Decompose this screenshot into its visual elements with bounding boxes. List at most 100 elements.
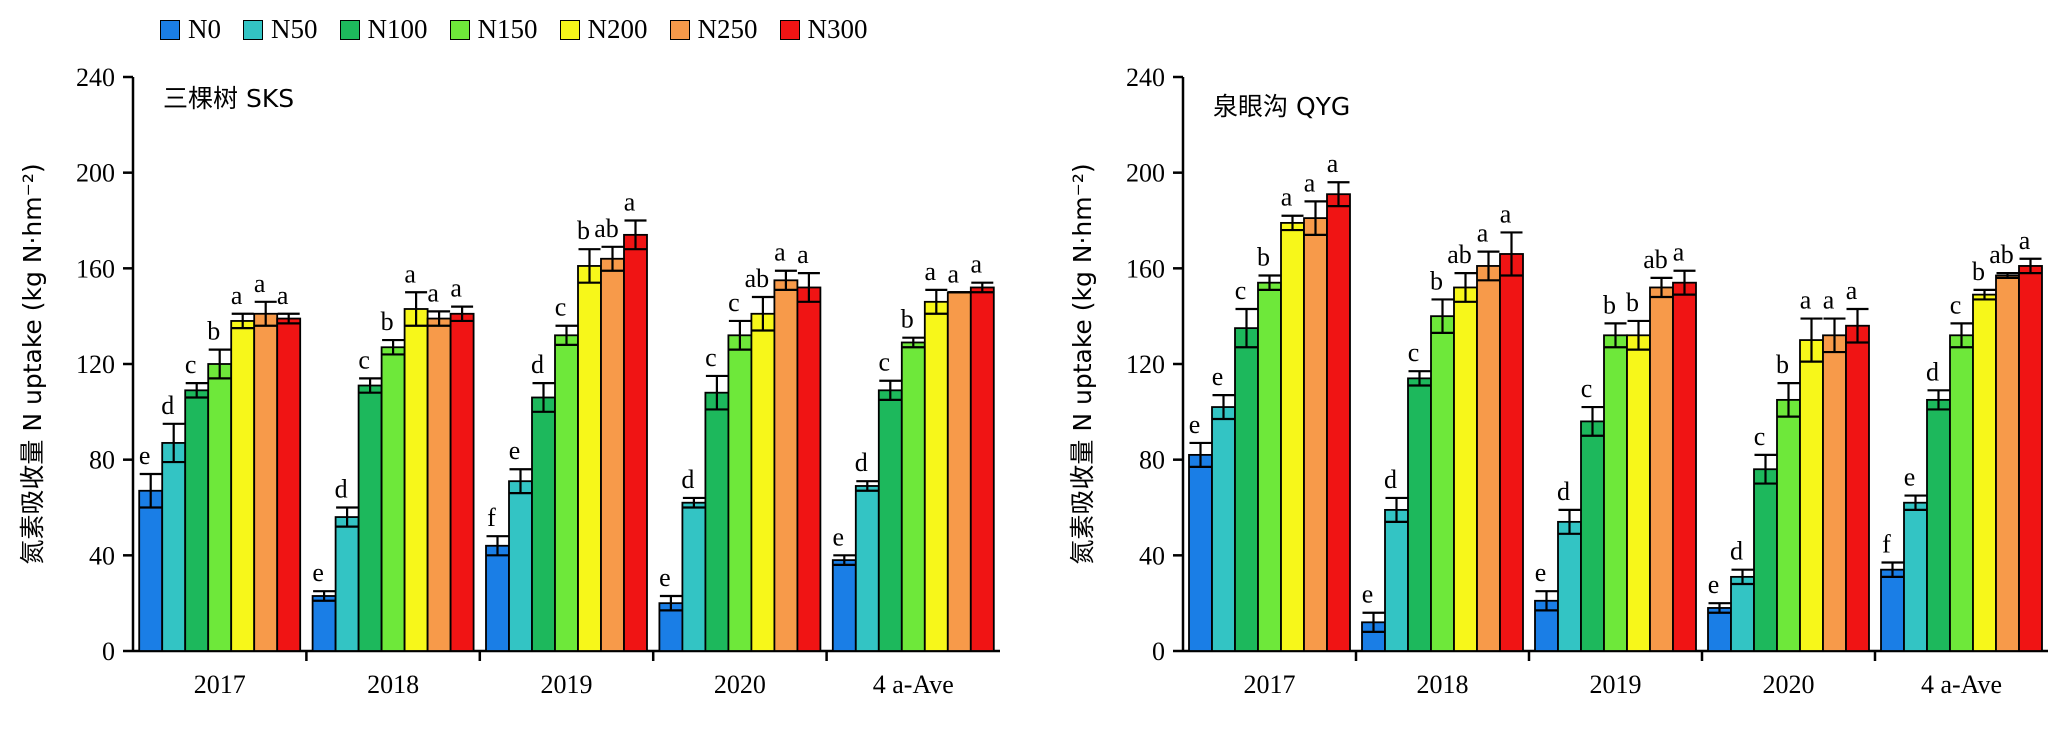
significance-label: b bbox=[1776, 350, 1789, 379]
significance-label: d bbox=[855, 448, 868, 477]
legend-label: N0 bbox=[188, 14, 221, 44]
bar-n150 bbox=[554, 334, 579, 652]
bar-n50 bbox=[1384, 508, 1409, 652]
significance-label: d bbox=[1926, 357, 1939, 386]
legend-label: N250 bbox=[697, 14, 758, 44]
bar-n300 bbox=[1499, 253, 1524, 652]
significance-label: d bbox=[335, 475, 348, 504]
legend-swatch bbox=[559, 19, 580, 40]
bar-n250 bbox=[1649, 286, 1674, 652]
y-tick-label: 80 bbox=[1139, 446, 1165, 475]
significance-label: a bbox=[948, 259, 960, 288]
x-tick-label: 2018 bbox=[1417, 670, 1469, 699]
bar-n200 bbox=[1453, 286, 1478, 652]
significance-label: e bbox=[1535, 558, 1547, 587]
bar-n200 bbox=[1972, 293, 1997, 652]
significance-label: c bbox=[1754, 422, 1766, 451]
y-tick-label: 80 bbox=[89, 446, 115, 475]
bar-n300 bbox=[2018, 265, 2043, 652]
legend-swatch bbox=[243, 19, 263, 40]
significance-label: ab bbox=[594, 214, 619, 243]
y-axis-title: 氮素吸收量 N uptake (kg N·hm⁻²) bbox=[18, 163, 47, 564]
significance-label: a bbox=[774, 238, 786, 267]
significance-label: a bbox=[1327, 149, 1339, 178]
x-tick-label: 4 a-Ave bbox=[873, 670, 954, 699]
bar-n0 bbox=[1707, 607, 1732, 652]
significance-label: a bbox=[231, 281, 243, 310]
significance-label: e bbox=[659, 563, 671, 592]
bar-n200 bbox=[1626, 334, 1651, 652]
significance-label: a bbox=[450, 274, 462, 303]
bar-n0 bbox=[485, 544, 510, 652]
significance-label: a bbox=[971, 250, 983, 279]
bar-n200 bbox=[403, 308, 429, 652]
bar-n50 bbox=[1903, 501, 1928, 652]
legend-label: N50 bbox=[271, 14, 318, 44]
significance-label: a bbox=[1823, 286, 1835, 315]
bar-n100 bbox=[1753, 468, 1778, 652]
panel-title: 三棵树 SKS bbox=[163, 84, 294, 113]
bar-n100 bbox=[1234, 327, 1259, 652]
bar-n50 bbox=[1211, 406, 1236, 652]
bar-n200 bbox=[750, 312, 776, 652]
bar-n300 bbox=[1845, 324, 1870, 652]
bar-n250 bbox=[1995, 274, 2020, 652]
significance-label: a bbox=[1304, 168, 1316, 197]
significance-label: a bbox=[1800, 286, 1812, 315]
bar-n250 bbox=[600, 257, 625, 652]
y-tick-label: 0 bbox=[1152, 637, 1165, 666]
bar-n250 bbox=[253, 312, 279, 652]
bar-n100 bbox=[1926, 398, 1951, 652]
bar-n200 bbox=[1280, 221, 1305, 652]
significance-label: c bbox=[879, 348, 891, 377]
legend-label: N150 bbox=[477, 14, 538, 44]
x-tick-label: 2018 bbox=[367, 670, 419, 699]
chart-panel-qyg: 0 40 80 120 160 200 240 氮素吸收量 N uptake (kg N·hm… bbox=[1068, 63, 2048, 699]
bar-n100 bbox=[877, 389, 903, 652]
legend-item-n300: N300 bbox=[779, 14, 868, 45]
bar-n0 bbox=[311, 595, 337, 652]
bar-n50 bbox=[681, 501, 707, 652]
significance-label: a bbox=[1281, 183, 1293, 212]
bar-n200 bbox=[577, 265, 602, 652]
bar-n50 bbox=[1730, 575, 1755, 652]
bar-n0 bbox=[138, 489, 164, 652]
bar-n0 bbox=[1880, 568, 1905, 652]
significance-label: a bbox=[1673, 238, 1685, 267]
significance-label: b bbox=[207, 317, 220, 346]
x-tick-label: 2017 bbox=[194, 670, 246, 699]
significance-label: a bbox=[404, 259, 416, 288]
significance-label: f bbox=[487, 503, 496, 532]
bar-n150 bbox=[727, 334, 753, 652]
significance-label: b bbox=[577, 216, 590, 245]
legend-item-n50: N50 bbox=[243, 14, 318, 45]
bar-n50 bbox=[334, 516, 360, 652]
significance-label: d bbox=[531, 350, 544, 379]
legend-swatch bbox=[339, 19, 360, 40]
x-tick-label: 2019 bbox=[1590, 670, 1642, 699]
y-tick-label: 200 bbox=[76, 159, 115, 188]
significance-label: e bbox=[1362, 580, 1374, 609]
chart-panel-sks: 0 40 80 120 160 200 240 氮素吸收量 N uptake (kg N·hm… bbox=[18, 63, 1000, 699]
y-tick-label: 120 bbox=[76, 350, 115, 379]
significance-label: a bbox=[277, 281, 289, 310]
significance-label: e bbox=[1904, 463, 1916, 492]
significance-label: c bbox=[1235, 276, 1247, 305]
significance-label: a bbox=[254, 269, 266, 298]
bar-n250 bbox=[1303, 217, 1328, 652]
significance-label: d bbox=[1384, 465, 1397, 494]
significance-label: d bbox=[681, 465, 694, 494]
significance-label: a bbox=[1846, 276, 1858, 305]
bar-n200 bbox=[923, 300, 949, 652]
significance-label: e bbox=[139, 441, 151, 470]
bar-n150 bbox=[1949, 334, 1974, 652]
legend-item-n0: N0 bbox=[160, 14, 221, 45]
bar-n50 bbox=[508, 480, 533, 652]
significance-label: d bbox=[1557, 477, 1570, 506]
significance-label: e bbox=[833, 522, 845, 551]
legend: N0 N50 N100 N150 N200 N250 N300 bbox=[160, 14, 868, 45]
significance-label: e bbox=[1708, 570, 1720, 599]
legend-item-n100: N100 bbox=[339, 14, 428, 45]
bar-n150 bbox=[900, 341, 926, 652]
bar-n100 bbox=[184, 389, 210, 652]
